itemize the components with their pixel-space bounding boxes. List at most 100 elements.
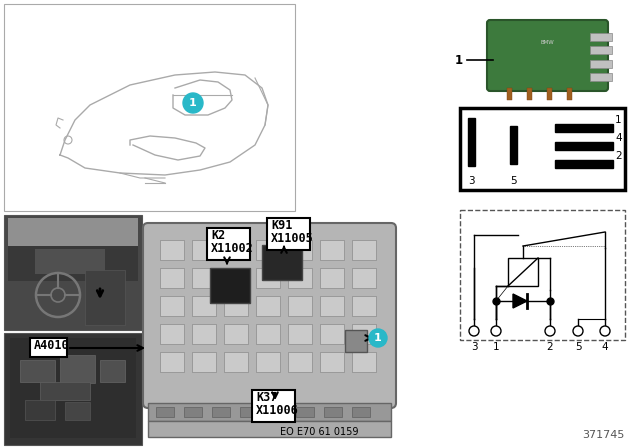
- Bar: [256, 240, 280, 260]
- Bar: [460, 210, 625, 340]
- Bar: [4, 215, 142, 330]
- Bar: [352, 240, 376, 260]
- FancyBboxPatch shape: [143, 223, 396, 408]
- Bar: [352, 352, 376, 372]
- Text: 371745: 371745: [582, 430, 625, 440]
- Bar: [100, 360, 125, 382]
- Circle shape: [183, 93, 203, 113]
- Bar: [320, 296, 344, 316]
- Bar: [160, 324, 184, 344]
- Bar: [210, 268, 250, 303]
- Bar: [590, 73, 612, 81]
- Text: 3: 3: [470, 342, 477, 352]
- Bar: [207, 228, 250, 260]
- Bar: [10, 338, 136, 438]
- Bar: [192, 268, 216, 288]
- Bar: [4, 333, 142, 445]
- Bar: [590, 46, 612, 54]
- Bar: [590, 60, 612, 68]
- Bar: [224, 240, 248, 260]
- Text: BMW: BMW: [540, 40, 554, 46]
- Bar: [267, 218, 310, 250]
- Bar: [35, 249, 105, 274]
- Text: K37: K37: [256, 391, 277, 404]
- Bar: [148, 421, 391, 437]
- Bar: [527, 88, 532, 100]
- Text: K2: K2: [211, 229, 225, 242]
- Bar: [460, 108, 625, 190]
- Bar: [352, 407, 370, 417]
- Text: 5: 5: [510, 176, 516, 186]
- Bar: [160, 268, 184, 288]
- Bar: [212, 407, 230, 417]
- Bar: [160, 296, 184, 316]
- Bar: [547, 88, 552, 100]
- Circle shape: [469, 326, 479, 336]
- Bar: [192, 296, 216, 316]
- Circle shape: [600, 326, 610, 336]
- Bar: [468, 118, 475, 166]
- Bar: [40, 382, 90, 400]
- Bar: [160, 240, 184, 260]
- Bar: [156, 407, 174, 417]
- Bar: [25, 400, 55, 420]
- Text: 4: 4: [602, 342, 608, 352]
- Bar: [30, 338, 67, 357]
- Text: X11005: X11005: [271, 232, 314, 245]
- Text: 2: 2: [615, 151, 621, 161]
- Bar: [148, 403, 391, 421]
- Bar: [555, 124, 613, 132]
- Bar: [352, 296, 376, 316]
- Text: 1: 1: [374, 333, 382, 343]
- Bar: [262, 245, 302, 280]
- Bar: [555, 142, 613, 150]
- Bar: [296, 407, 314, 417]
- Bar: [320, 352, 344, 372]
- Bar: [20, 360, 55, 382]
- Bar: [85, 270, 125, 325]
- Bar: [510, 126, 517, 164]
- Circle shape: [491, 326, 501, 336]
- Text: X11002: X11002: [211, 242, 253, 255]
- Bar: [507, 88, 512, 100]
- Bar: [192, 352, 216, 372]
- Bar: [345, 330, 367, 352]
- Bar: [224, 324, 248, 344]
- Text: 4: 4: [615, 133, 621, 143]
- Bar: [320, 240, 344, 260]
- Bar: [288, 240, 312, 260]
- Text: K91: K91: [271, 219, 292, 232]
- Bar: [288, 296, 312, 316]
- Bar: [288, 324, 312, 344]
- Bar: [224, 352, 248, 372]
- Text: 5: 5: [575, 342, 581, 352]
- Text: 1: 1: [493, 342, 499, 352]
- Text: 1: 1: [455, 53, 463, 66]
- Text: A4010: A4010: [34, 339, 70, 352]
- Circle shape: [369, 329, 387, 347]
- Bar: [555, 160, 613, 168]
- Bar: [352, 268, 376, 288]
- Bar: [320, 268, 344, 288]
- Bar: [224, 268, 248, 288]
- Bar: [8, 246, 138, 281]
- Bar: [192, 324, 216, 344]
- Circle shape: [545, 326, 555, 336]
- Circle shape: [573, 326, 583, 336]
- Text: EO E70 61 0159: EO E70 61 0159: [280, 427, 358, 437]
- Bar: [256, 268, 280, 288]
- Text: X11006: X11006: [256, 404, 299, 417]
- Bar: [352, 324, 376, 344]
- Bar: [224, 296, 248, 316]
- Bar: [240, 407, 258, 417]
- Bar: [288, 268, 312, 288]
- Bar: [324, 407, 342, 417]
- Bar: [256, 324, 280, 344]
- Bar: [567, 88, 572, 100]
- Text: 1: 1: [189, 98, 197, 108]
- Text: 1: 1: [615, 115, 621, 125]
- FancyBboxPatch shape: [487, 20, 608, 91]
- Text: 2: 2: [547, 342, 554, 352]
- Bar: [508, 258, 538, 286]
- Bar: [4, 4, 295, 211]
